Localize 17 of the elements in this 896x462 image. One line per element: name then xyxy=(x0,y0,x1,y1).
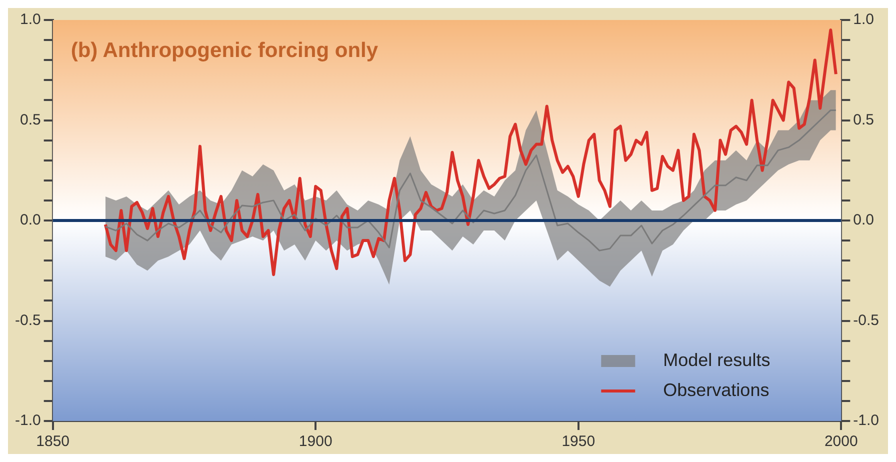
legend-label: Model results xyxy=(663,350,770,370)
y-tick-label: 0.0 xyxy=(20,212,41,229)
y-tick-label: -0.5 xyxy=(14,312,41,329)
x-tick-label: 2000 xyxy=(824,433,858,450)
y2-tick-label: 1.0 xyxy=(853,11,874,28)
legend-label: Observations xyxy=(663,380,770,400)
y-tick-label: 0.5 xyxy=(20,111,41,128)
y-tick-label: 1.0 xyxy=(20,11,41,28)
x-tick-label: 1850 xyxy=(36,433,70,450)
x-tick-label: 1900 xyxy=(298,433,332,450)
text: (b) Anthropogenic forcing only xyxy=(70,38,378,62)
x-tick-label: 1950 xyxy=(562,433,596,450)
y2-tick-label: -1.0 xyxy=(853,412,880,430)
y2-tick-label: -0.5 xyxy=(853,312,880,329)
y2-tick-label: 0.0 xyxy=(853,212,874,229)
y-tick-label: -1.0 xyxy=(14,412,41,430)
y2-tick-label: 0.5 xyxy=(853,111,874,128)
